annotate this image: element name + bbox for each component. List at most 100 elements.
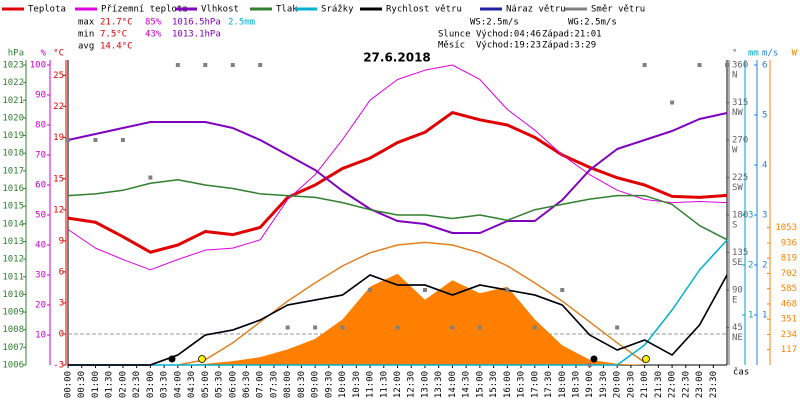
y-tick-label: 50 bbox=[35, 211, 46, 221]
y-tick-label: 1053 bbox=[775, 223, 797, 233]
x-tick-label: 07:30 bbox=[269, 371, 279, 398]
series-point bbox=[285, 325, 290, 330]
y-tick-label: 1021 bbox=[2, 96, 24, 106]
sun-icon bbox=[198, 355, 206, 363]
x-tick-label: 12:00 bbox=[393, 371, 403, 398]
direction-label: E bbox=[732, 296, 737, 306]
x-tick-label: 12:30 bbox=[407, 371, 417, 398]
axis-unit: W bbox=[792, 49, 798, 59]
axis-unit: ° bbox=[732, 49, 737, 59]
legend-label: Přízemní teplota bbox=[101, 5, 188, 15]
series-point bbox=[670, 100, 675, 105]
series-point bbox=[450, 325, 455, 330]
y-tick-label: 1013 bbox=[2, 237, 24, 247]
y-tick-label: 1016 bbox=[2, 184, 24, 194]
series-point bbox=[697, 63, 702, 67]
sun-icon bbox=[642, 355, 650, 363]
y-tick-label: 1020 bbox=[2, 113, 24, 123]
moon-icon bbox=[168, 355, 176, 363]
y-tick-label: 1023 bbox=[2, 61, 24, 71]
y-tick-label: 100 bbox=[30, 61, 46, 71]
direction-label: NE bbox=[732, 333, 743, 343]
x-tick-label: 02:00 bbox=[118, 371, 128, 398]
chart-title: 27.6.2018 bbox=[363, 51, 431, 65]
y-tick-label: 4 bbox=[762, 161, 767, 171]
x-tick-label: 09:00 bbox=[311, 371, 321, 398]
wind-info: WG:2.5m/s bbox=[568, 18, 617, 28]
y-tick-label: 40 bbox=[35, 241, 46, 251]
x-tick-label: 20:30 bbox=[626, 371, 636, 398]
series-point bbox=[340, 325, 345, 330]
y-tick-label: 135 bbox=[732, 248, 748, 258]
series-point bbox=[477, 325, 482, 330]
x-tick-label: 08:30 bbox=[297, 371, 307, 398]
y-tick-label: 585 bbox=[781, 284, 797, 294]
x-tick-label: 11:00 bbox=[366, 371, 376, 398]
moon-info: Západ:3:29 bbox=[542, 41, 596, 51]
stat: 43% bbox=[145, 30, 162, 40]
x-tick-label: 01:00 bbox=[91, 371, 101, 398]
legend-label: Vlhkost bbox=[201, 5, 239, 15]
y-tick-label: 5 bbox=[762, 111, 767, 121]
y-tick-label: 3 bbox=[762, 211, 767, 221]
series-point bbox=[93, 138, 98, 142]
y-tick-label: 25 bbox=[53, 71, 64, 81]
y-tick-label: 1022 bbox=[2, 78, 24, 88]
stat: 14.4°C bbox=[100, 42, 133, 52]
x-tick-label: 20:00 bbox=[613, 371, 623, 398]
x-tick-label: 18:30 bbox=[571, 371, 581, 398]
y-tick-label: 1014 bbox=[2, 219, 24, 229]
y-tick-label: 2 bbox=[748, 261, 753, 271]
x-tick-label: 16:30 bbox=[517, 371, 527, 398]
direction-label: W bbox=[732, 146, 738, 156]
x-tick-label: 05:00 bbox=[201, 371, 211, 398]
x-tick-label: 00:00 bbox=[64, 371, 74, 398]
y-tick-label: -3 bbox=[53, 361, 64, 371]
x-tick-label: 09:30 bbox=[324, 371, 334, 398]
series-point bbox=[230, 63, 235, 67]
legend-label: Teplota bbox=[28, 5, 66, 15]
x-tick-label: 06:30 bbox=[242, 371, 252, 398]
y-tick-label: 45 bbox=[732, 323, 743, 333]
moon-info: Východ:19:23 bbox=[476, 41, 541, 51]
series-line bbox=[67, 64, 728, 271]
x-tick-label: 15:00 bbox=[475, 371, 485, 398]
series-point bbox=[615, 325, 620, 330]
x-tick-label: 19:30 bbox=[599, 371, 609, 398]
x-tick-label: 13:30 bbox=[434, 371, 444, 398]
stat-label: max bbox=[78, 18, 95, 28]
y-tick-label: 0 bbox=[59, 329, 64, 339]
x-tick-label: 01:30 bbox=[105, 371, 115, 398]
x-tick-label: 03:30 bbox=[160, 371, 170, 398]
x-tick-label: 22:30 bbox=[681, 371, 691, 398]
series-point bbox=[175, 63, 180, 67]
x-tick-label: 21:00 bbox=[640, 371, 650, 398]
series-line bbox=[67, 112, 728, 234]
y-tick-label: 1018 bbox=[2, 149, 24, 159]
stat-label: min bbox=[78, 30, 94, 40]
direction-label: N bbox=[732, 71, 737, 81]
x-tick-label: 00:30 bbox=[77, 371, 87, 398]
axis-unit: % bbox=[41, 49, 47, 59]
y-tick-label: 360 bbox=[732, 61, 748, 71]
y-tick-label: 80 bbox=[35, 121, 46, 131]
x-tick-label: 04:30 bbox=[187, 371, 197, 398]
x-axis-label: čas bbox=[733, 367, 749, 378]
stat: 21.7°C bbox=[100, 18, 133, 28]
y-tick-label: 60 bbox=[35, 181, 46, 191]
series-point bbox=[587, 363, 592, 367]
legend-label: Tlak bbox=[276, 5, 298, 15]
legend-label: Rychlost větru bbox=[386, 5, 462, 15]
y-tick-label: 1007 bbox=[2, 343, 24, 353]
moon-icon bbox=[590, 355, 598, 363]
axis-unit: hPa bbox=[8, 49, 24, 59]
x-tick-label: 19:00 bbox=[585, 371, 595, 398]
series-point bbox=[148, 175, 153, 180]
stat: 1013.1hPa bbox=[172, 30, 221, 40]
y-tick-label: 1010 bbox=[2, 290, 24, 300]
sun-info: Západ:21:01 bbox=[542, 30, 602, 40]
legend-label: Směr větru bbox=[591, 5, 645, 15]
y-tick-label: 12 bbox=[53, 205, 64, 215]
x-tick-label: 10:00 bbox=[338, 371, 348, 398]
